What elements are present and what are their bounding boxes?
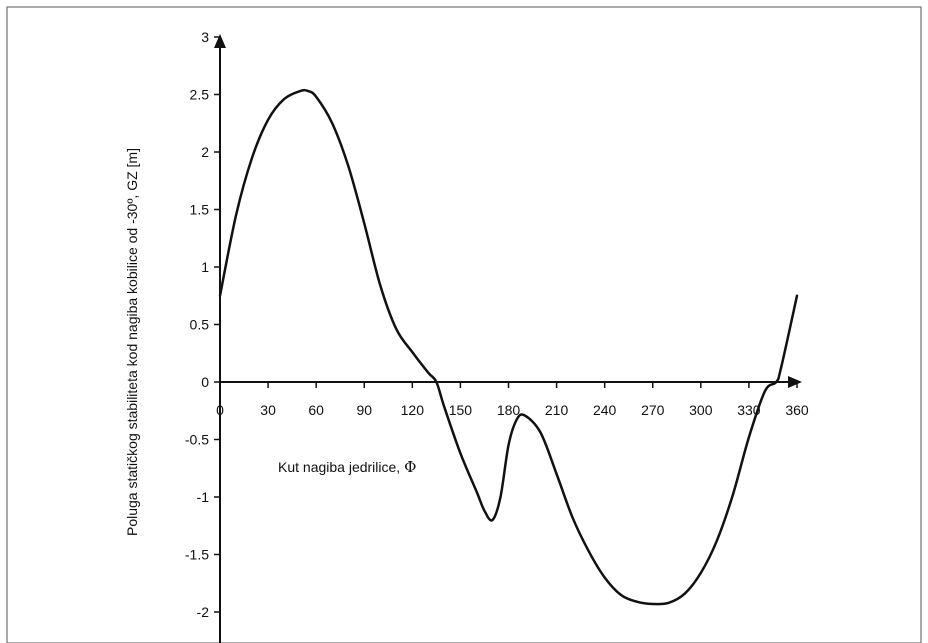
y-axis-arrow [214,34,226,48]
x-tick-label: 210 [545,402,569,418]
x-axis-label-text: Kut nagiba jedrilice, [278,459,404,475]
gz-curve-line [218,88,799,606]
phi-symbol: Φ [404,458,416,476]
y-tick-label: 3 [201,29,209,45]
x-tick-label: 270 [641,402,665,418]
x-ticks: 0 30 60 90 120 150 180 210 240 270 300 330 360 [216,382,809,418]
y-ticks: 3 2.5 2 1.5 1 0.5 0 -0.5 -1 -1.5 -2 [185,29,220,620]
x-tick-label: 240 [593,402,617,418]
x-tick-label: 180 [497,402,521,418]
x-tick-label: 360 [785,402,809,418]
x-tick-label: 300 [689,402,713,418]
y-tick-label: 2.5 [190,87,210,103]
y-tick-label: -1 [197,489,210,505]
x-axis-arrow [788,376,802,388]
x-tick-label: 30 [260,402,276,418]
y-tick-label: -1.5 [185,547,209,563]
x-tick-label: 150 [449,402,473,418]
y-tick-label: 1.5 [190,202,210,218]
y-tick-label: -0.5 [185,432,209,448]
x-tick-label: 120 [401,402,425,418]
x-tick-label: 0 [216,402,224,418]
y-tick-label: 0.5 [190,317,210,333]
x-axis-label: Kut nagiba jedrilice, Φ [278,458,416,476]
y-tick-label: 1 [201,259,209,275]
y-axis-label: Poluga statičkog stabiliteta kod nagiba … [124,148,140,536]
x-tick-label: 60 [308,402,324,418]
y-tick-label: 2 [201,144,209,160]
y-tick-label: 0 [201,374,209,390]
x-tick-label: 330 [737,402,761,418]
y-tick-label: -2 [197,604,210,620]
x-tick-label: 90 [356,402,372,418]
